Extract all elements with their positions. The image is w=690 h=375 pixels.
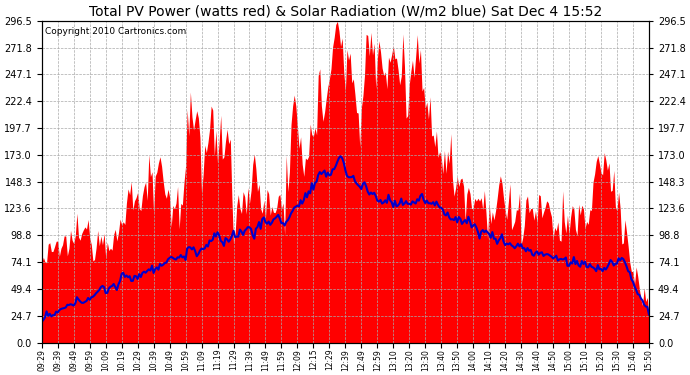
Title: Total PV Power (watts red) & Solar Radiation (W/m2 blue) Sat Dec 4 15:52: Total PV Power (watts red) & Solar Radia…: [89, 4, 602, 18]
Text: Copyright 2010 Cartronics.com: Copyright 2010 Cartronics.com: [45, 27, 186, 36]
